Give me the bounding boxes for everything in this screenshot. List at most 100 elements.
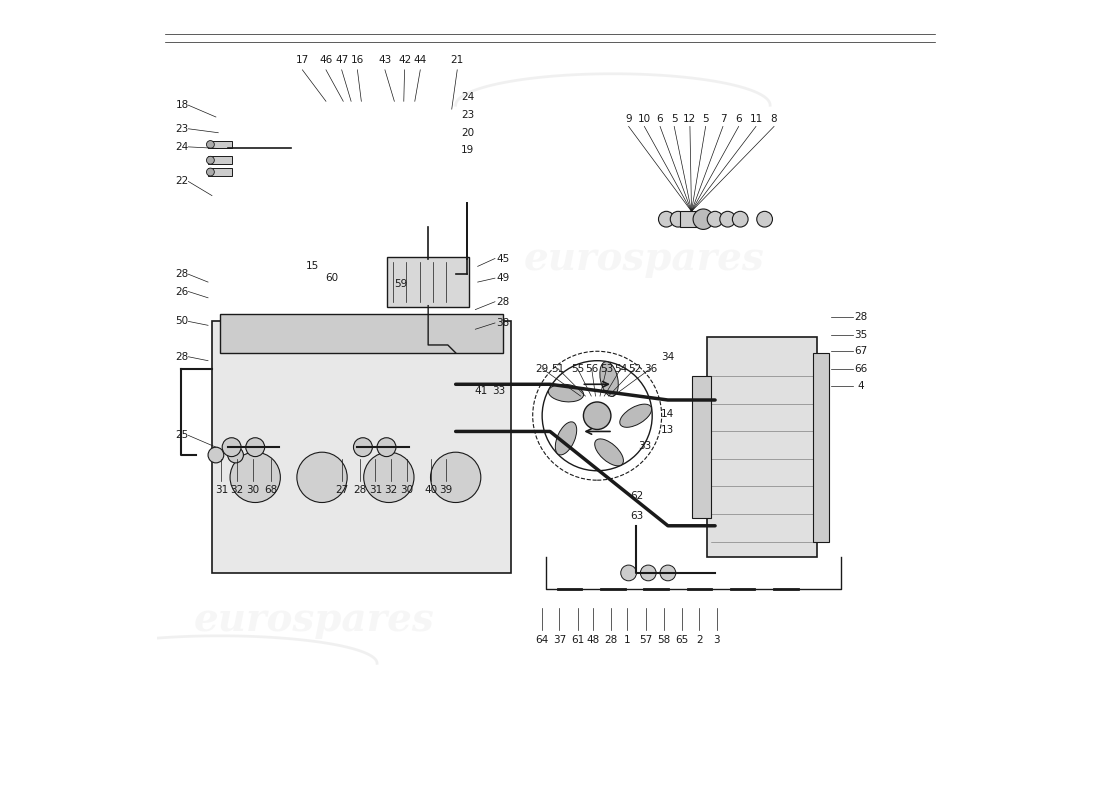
Text: 35: 35 xyxy=(854,330,867,340)
Bar xyxy=(707,337,817,558)
Text: 67: 67 xyxy=(854,346,867,356)
Text: 22: 22 xyxy=(176,177,189,186)
Circle shape xyxy=(208,447,223,463)
Text: 33: 33 xyxy=(638,441,651,450)
Text: 18: 18 xyxy=(176,100,189,110)
Bar xyxy=(208,156,232,164)
Text: 49: 49 xyxy=(496,273,509,283)
Circle shape xyxy=(353,438,372,457)
Text: 28: 28 xyxy=(353,486,366,495)
Circle shape xyxy=(207,168,215,176)
Circle shape xyxy=(207,141,215,149)
Text: 21: 21 xyxy=(451,55,464,66)
Text: 14: 14 xyxy=(661,409,674,419)
Text: 51: 51 xyxy=(551,363,564,374)
Circle shape xyxy=(230,452,280,502)
Text: 28: 28 xyxy=(854,313,867,322)
Text: 39: 39 xyxy=(440,486,453,495)
Circle shape xyxy=(707,211,723,227)
Text: 38: 38 xyxy=(496,318,509,328)
FancyBboxPatch shape xyxy=(212,322,510,573)
Circle shape xyxy=(583,402,610,430)
Text: 33: 33 xyxy=(493,386,506,395)
Circle shape xyxy=(377,438,396,457)
Text: 5: 5 xyxy=(702,114,710,123)
Text: 25: 25 xyxy=(176,430,189,440)
Circle shape xyxy=(228,447,243,463)
Text: 40: 40 xyxy=(424,486,437,495)
Text: 64: 64 xyxy=(536,634,549,645)
Text: 27: 27 xyxy=(336,486,349,495)
Text: 45: 45 xyxy=(496,254,509,263)
Text: 3: 3 xyxy=(713,634,721,645)
FancyBboxPatch shape xyxy=(220,314,503,353)
Text: 54: 54 xyxy=(614,363,627,374)
Text: 4: 4 xyxy=(857,381,864,391)
Text: eurospares: eurospares xyxy=(524,239,764,278)
Circle shape xyxy=(245,438,265,457)
Text: 10: 10 xyxy=(638,114,651,123)
Circle shape xyxy=(640,565,656,581)
Text: 7: 7 xyxy=(719,114,726,123)
Circle shape xyxy=(757,211,772,227)
Text: 15: 15 xyxy=(306,262,319,271)
Text: 44: 44 xyxy=(414,55,427,66)
Text: 1: 1 xyxy=(624,634,630,645)
Bar xyxy=(681,211,700,227)
Text: 34: 34 xyxy=(661,352,674,362)
Text: 30: 30 xyxy=(400,486,414,495)
Text: 37: 37 xyxy=(553,634,566,645)
Text: 61: 61 xyxy=(571,634,584,645)
Ellipse shape xyxy=(556,422,576,455)
Text: 68: 68 xyxy=(264,486,277,495)
Text: 43: 43 xyxy=(378,55,392,66)
Circle shape xyxy=(670,211,686,227)
Text: 28: 28 xyxy=(496,297,509,306)
Ellipse shape xyxy=(549,384,584,402)
Text: 36: 36 xyxy=(644,363,657,374)
Text: 17: 17 xyxy=(296,55,309,66)
Ellipse shape xyxy=(600,362,618,397)
Circle shape xyxy=(733,211,748,227)
Text: 28: 28 xyxy=(176,270,189,279)
Text: 63: 63 xyxy=(630,511,644,522)
Text: 20: 20 xyxy=(461,128,474,138)
Text: 62: 62 xyxy=(630,491,644,501)
Text: 53: 53 xyxy=(600,363,613,374)
Text: 66: 66 xyxy=(854,363,867,374)
Text: 6: 6 xyxy=(736,114,743,123)
Ellipse shape xyxy=(595,439,624,466)
Text: 46: 46 xyxy=(319,55,332,66)
Text: eurospares: eurospares xyxy=(194,601,434,639)
Text: 2: 2 xyxy=(696,634,703,645)
Circle shape xyxy=(693,209,714,230)
Circle shape xyxy=(660,565,675,581)
Text: 58: 58 xyxy=(658,634,671,645)
Ellipse shape xyxy=(619,404,651,427)
Text: 41: 41 xyxy=(474,386,487,395)
Text: 65: 65 xyxy=(675,634,689,645)
Text: 28: 28 xyxy=(176,352,189,362)
Bar xyxy=(208,168,232,176)
Text: 6: 6 xyxy=(657,114,663,123)
Text: 24: 24 xyxy=(461,92,474,102)
Text: 47: 47 xyxy=(336,55,349,66)
Text: 5: 5 xyxy=(671,114,678,123)
Circle shape xyxy=(297,452,348,502)
Circle shape xyxy=(719,211,736,227)
Text: 13: 13 xyxy=(661,425,674,435)
Text: 50: 50 xyxy=(176,316,189,326)
Bar xyxy=(208,141,232,149)
Text: 52: 52 xyxy=(628,363,641,374)
Text: 57: 57 xyxy=(639,634,652,645)
Text: 59: 59 xyxy=(394,278,407,289)
Circle shape xyxy=(222,438,241,457)
Text: 8: 8 xyxy=(771,114,778,123)
Text: 16: 16 xyxy=(351,55,364,66)
Circle shape xyxy=(207,156,215,164)
Text: 30: 30 xyxy=(246,486,260,495)
Text: 23: 23 xyxy=(176,124,189,134)
Text: 29: 29 xyxy=(536,363,549,374)
Text: 31: 31 xyxy=(368,486,382,495)
Circle shape xyxy=(620,565,637,581)
